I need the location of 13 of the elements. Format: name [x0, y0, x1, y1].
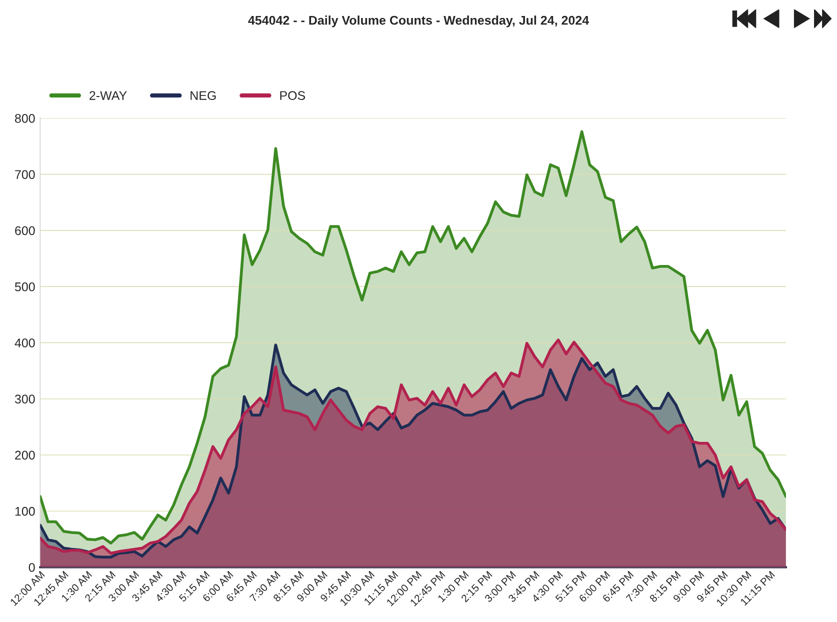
y-tick-label: 700	[15, 170, 35, 179]
y-tick-label: 800	[15, 114, 35, 123]
y-tick-label: 200	[15, 450, 35, 460]
y-tick-label: 400	[14, 338, 35, 348]
y-tick-label: 300	[14, 394, 35, 404]
y-tick-label: 600	[15, 226, 35, 236]
y-tick-label: 100	[15, 506, 35, 516]
y-tick-label: 500	[14, 282, 35, 292]
chart-title: 454042 - - Daily Volume Counts - Wednesday, Jul 24, 2024	[248, 16, 590, 28]
legend-label: NEG	[190, 91, 216, 100]
legend-label: POS	[280, 91, 306, 100]
y-tick-label: 0	[28, 563, 35, 572]
legend-label: 2-WAY	[90, 91, 127, 100]
